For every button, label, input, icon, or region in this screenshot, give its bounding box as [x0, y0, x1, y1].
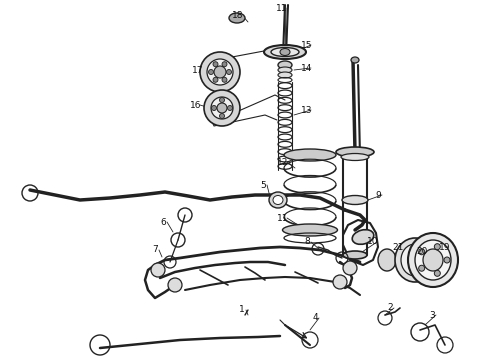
Circle shape	[343, 261, 357, 275]
Text: 2: 2	[387, 303, 393, 312]
Ellipse shape	[351, 57, 359, 63]
Ellipse shape	[395, 238, 435, 282]
Ellipse shape	[280, 49, 290, 55]
Circle shape	[217, 103, 227, 113]
Ellipse shape	[343, 251, 367, 259]
Ellipse shape	[273, 195, 283, 204]
Text: 17: 17	[192, 66, 204, 75]
Text: 9: 9	[375, 190, 381, 199]
Circle shape	[214, 66, 226, 78]
Ellipse shape	[401, 244, 429, 276]
Text: 19: 19	[439, 243, 451, 252]
Text: 8: 8	[304, 238, 310, 247]
Ellipse shape	[229, 13, 245, 23]
Circle shape	[227, 105, 232, 111]
Text: 4: 4	[312, 314, 318, 323]
Text: 13: 13	[301, 105, 313, 114]
Circle shape	[434, 270, 441, 276]
Circle shape	[222, 62, 227, 67]
Circle shape	[434, 244, 441, 250]
Text: 11: 11	[276, 4, 288, 13]
Text: 12: 12	[277, 158, 289, 166]
Text: 11: 11	[277, 213, 289, 222]
Circle shape	[220, 113, 224, 118]
Circle shape	[418, 265, 425, 271]
Text: 3: 3	[429, 310, 435, 320]
Ellipse shape	[278, 61, 292, 69]
Circle shape	[220, 98, 224, 103]
Text: 10: 10	[367, 238, 379, 247]
Ellipse shape	[408, 233, 458, 287]
Ellipse shape	[284, 149, 336, 161]
Circle shape	[204, 90, 240, 126]
Circle shape	[333, 275, 347, 289]
Ellipse shape	[271, 48, 299, 57]
Circle shape	[151, 263, 165, 277]
Ellipse shape	[342, 195, 368, 204]
Ellipse shape	[415, 240, 451, 280]
Circle shape	[207, 59, 233, 85]
Text: 21: 21	[392, 243, 404, 252]
Ellipse shape	[283, 224, 338, 236]
Text: 15: 15	[301, 41, 313, 50]
Circle shape	[200, 52, 240, 92]
Ellipse shape	[341, 153, 369, 161]
Ellipse shape	[264, 45, 306, 59]
Ellipse shape	[408, 252, 422, 268]
Ellipse shape	[278, 67, 292, 73]
Text: 20: 20	[416, 248, 428, 256]
Text: 18: 18	[232, 10, 244, 19]
Ellipse shape	[423, 249, 443, 271]
Circle shape	[444, 257, 450, 263]
Ellipse shape	[269, 192, 287, 208]
Text: 7: 7	[152, 246, 158, 255]
Text: 6: 6	[160, 217, 166, 226]
Ellipse shape	[352, 230, 374, 244]
Circle shape	[226, 69, 231, 75]
Text: 16: 16	[190, 100, 202, 109]
Circle shape	[213, 77, 218, 82]
Circle shape	[211, 97, 233, 119]
Text: 14: 14	[301, 63, 313, 72]
Circle shape	[222, 77, 227, 82]
Ellipse shape	[378, 249, 396, 271]
Circle shape	[212, 105, 217, 111]
Ellipse shape	[336, 147, 374, 157]
Text: 5: 5	[260, 180, 266, 189]
Circle shape	[209, 69, 214, 75]
Circle shape	[418, 249, 425, 255]
Ellipse shape	[278, 72, 292, 78]
Text: 1: 1	[239, 306, 245, 315]
Circle shape	[168, 278, 182, 292]
Circle shape	[213, 62, 218, 67]
